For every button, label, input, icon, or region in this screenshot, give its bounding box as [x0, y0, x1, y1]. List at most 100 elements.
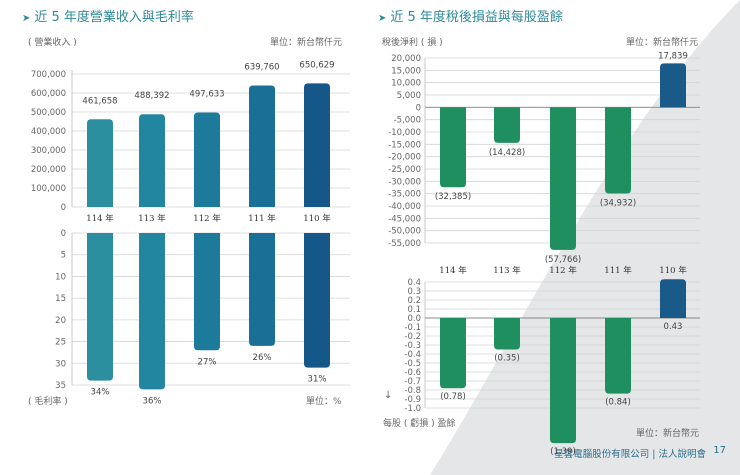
- revenue-bar: [304, 83, 330, 207]
- netincome-ytick-label: -25,000: [388, 165, 421, 175]
- eps-ytick-label: -0.9: [404, 395, 421, 405]
- margin-bar: [139, 233, 165, 390]
- netincome-ytick-label: -35,000: [388, 190, 421, 200]
- eps-ytick-label: -0.7: [404, 377, 421, 387]
- netincome-ytick-label: -45,000: [388, 214, 421, 224]
- netincome-bar: [660, 63, 686, 108]
- eps-ytick-label: -0.2: [404, 332, 421, 342]
- netincome-value-label: (34,932): [600, 198, 636, 208]
- eps-category-label: 111 年: [604, 265, 632, 276]
- eps-ytick-label: -0.5: [404, 359, 421, 369]
- eps-ytick-label: 0.1: [407, 305, 421, 315]
- margin-ytick-label: 20: [55, 316, 66, 326]
- revenue-category-label: 111 年: [248, 213, 276, 224]
- eps-value-label: (0.35): [494, 354, 520, 364]
- margin-bar: [249, 233, 275, 346]
- netincome-ytick-label: -5,000: [394, 116, 421, 126]
- netincome-ytick-label: -20,000: [388, 153, 421, 163]
- netincome-bar: [494, 107, 520, 143]
- margin-ylabel: ( 毛利率 ): [28, 397, 68, 407]
- revenue-ytick-label: 500,000: [31, 108, 66, 118]
- netincome-unit: 單位：新台幣仟元: [626, 38, 699, 48]
- revenue-value-label: 461,658: [82, 96, 117, 106]
- arrow-icon: ➤: [22, 13, 31, 24]
- netincome-ytick-label: -15,000: [388, 140, 421, 150]
- netincome-bar: [440, 107, 466, 188]
- eps-ytick-label: -0.6: [404, 368, 421, 378]
- netincome-bar: [605, 107, 631, 194]
- netincome-ylabel: 稅後淨利 ( 損 ): [382, 38, 443, 48]
- revenue-unit: 單位：新台幣仟元: [270, 38, 343, 48]
- margin-value-label: 34%: [91, 388, 110, 398]
- revenue-ytick-label: 400,000: [31, 127, 66, 137]
- margin-bar: [304, 233, 330, 368]
- eps-category-label: 113 年: [493, 265, 521, 276]
- netincome-ytick-label: -30,000: [388, 177, 421, 187]
- eps-category-label: 112 年: [549, 265, 577, 276]
- eps-category-label: 110 年: [659, 265, 687, 276]
- eps-ytick-label: 0.0: [407, 314, 421, 324]
- eps-value-label: (0.84): [605, 398, 631, 408]
- margin-value-label: 27%: [198, 357, 217, 367]
- eps-ytick-label: 0.3: [407, 287, 421, 297]
- revenue-category-label: 112 年: [193, 213, 221, 224]
- netincome-ytick-label: -55,000: [388, 239, 421, 249]
- down-arrow-icon: ↓: [384, 390, 393, 401]
- arrow-icon: ➤: [378, 13, 387, 24]
- netincome-value-label: 17,839: [658, 51, 688, 61]
- revenue-bar: [194, 112, 220, 207]
- margin-value-label: 36%: [143, 396, 162, 406]
- netincome-value-label: (57,766): [545, 255, 581, 265]
- margin-bar: [87, 233, 113, 381]
- eps-bar: [605, 318, 631, 394]
- margin-ytick-label: 30: [55, 359, 66, 369]
- eps-bar: [494, 318, 520, 350]
- netincome-ytick-label: -50,000: [388, 227, 421, 237]
- left-title: ➤ 近 5 年度營業收入與毛利率: [22, 6, 194, 25]
- netincome-ytick-label: 10,000: [391, 79, 421, 89]
- netincome-ytick-label: 0: [416, 103, 421, 113]
- margin-ytick-label: 10: [55, 272, 66, 282]
- revenue-bar: [249, 85, 275, 207]
- revenue-ytick-label: 700,000: [31, 70, 66, 80]
- margin-ytick-label: 35: [55, 381, 66, 391]
- right-title-text: 近 5 年度稅後損益與每股盈餘: [390, 10, 563, 25]
- revenue-value-label: 639,760: [244, 62, 279, 72]
- eps-ytick-label: 0.4: [407, 278, 421, 288]
- eps-unit: 單位：新台幣元: [636, 429, 700, 439]
- left-title-text: 近 5 年度營業收入與毛利率: [34, 10, 194, 25]
- revenue-value-label: 650,629: [299, 60, 334, 70]
- revenue-category-label: 114 年: [86, 213, 114, 224]
- eps-value-label: (1.39): [550, 447, 576, 457]
- eps-bar: [550, 318, 576, 444]
- netincome-ytick-label: 20,000: [391, 54, 421, 64]
- netincome-ytick-label: 15,000: [391, 66, 421, 76]
- netincome-value-label: (14,428): [489, 148, 525, 158]
- revenue-category-label: 113 年: [138, 213, 166, 224]
- netincome-ytick-label: 5,000: [397, 91, 421, 101]
- netincome-bar: [550, 107, 576, 250]
- eps-ytick-label: -0.4: [404, 350, 421, 360]
- netincome-ytick-label: -10,000: [388, 128, 421, 138]
- margin-value-label: 26%: [253, 353, 272, 363]
- margin-value-label: 31%: [308, 375, 327, 385]
- netincome-ytick-label: -40,000: [388, 202, 421, 212]
- revenue-ytick-label: 300,000: [31, 146, 66, 156]
- eps-ytick-label: -0.3: [404, 341, 421, 351]
- margin-bar: [194, 233, 220, 351]
- revenue-ytick-label: 200,000: [31, 165, 66, 175]
- revenue-bar: [139, 114, 165, 207]
- eps-bar: [440, 318, 466, 389]
- eps-ytick-label: -0.1: [404, 323, 421, 333]
- revenue-value-label: 497,633: [189, 89, 224, 99]
- eps-ylabel: 每股 ( 虧損 ) 盈餘: [383, 419, 456, 429]
- eps-ytick-label: -1.0: [404, 404, 421, 414]
- eps-bar: [660, 279, 686, 318]
- eps-category-label: 114 年: [439, 265, 467, 276]
- eps-ytick-label: -0.8: [404, 386, 421, 396]
- eps-value-label: 0.43: [664, 322, 683, 332]
- margin-unit: 單位：%: [306, 397, 342, 407]
